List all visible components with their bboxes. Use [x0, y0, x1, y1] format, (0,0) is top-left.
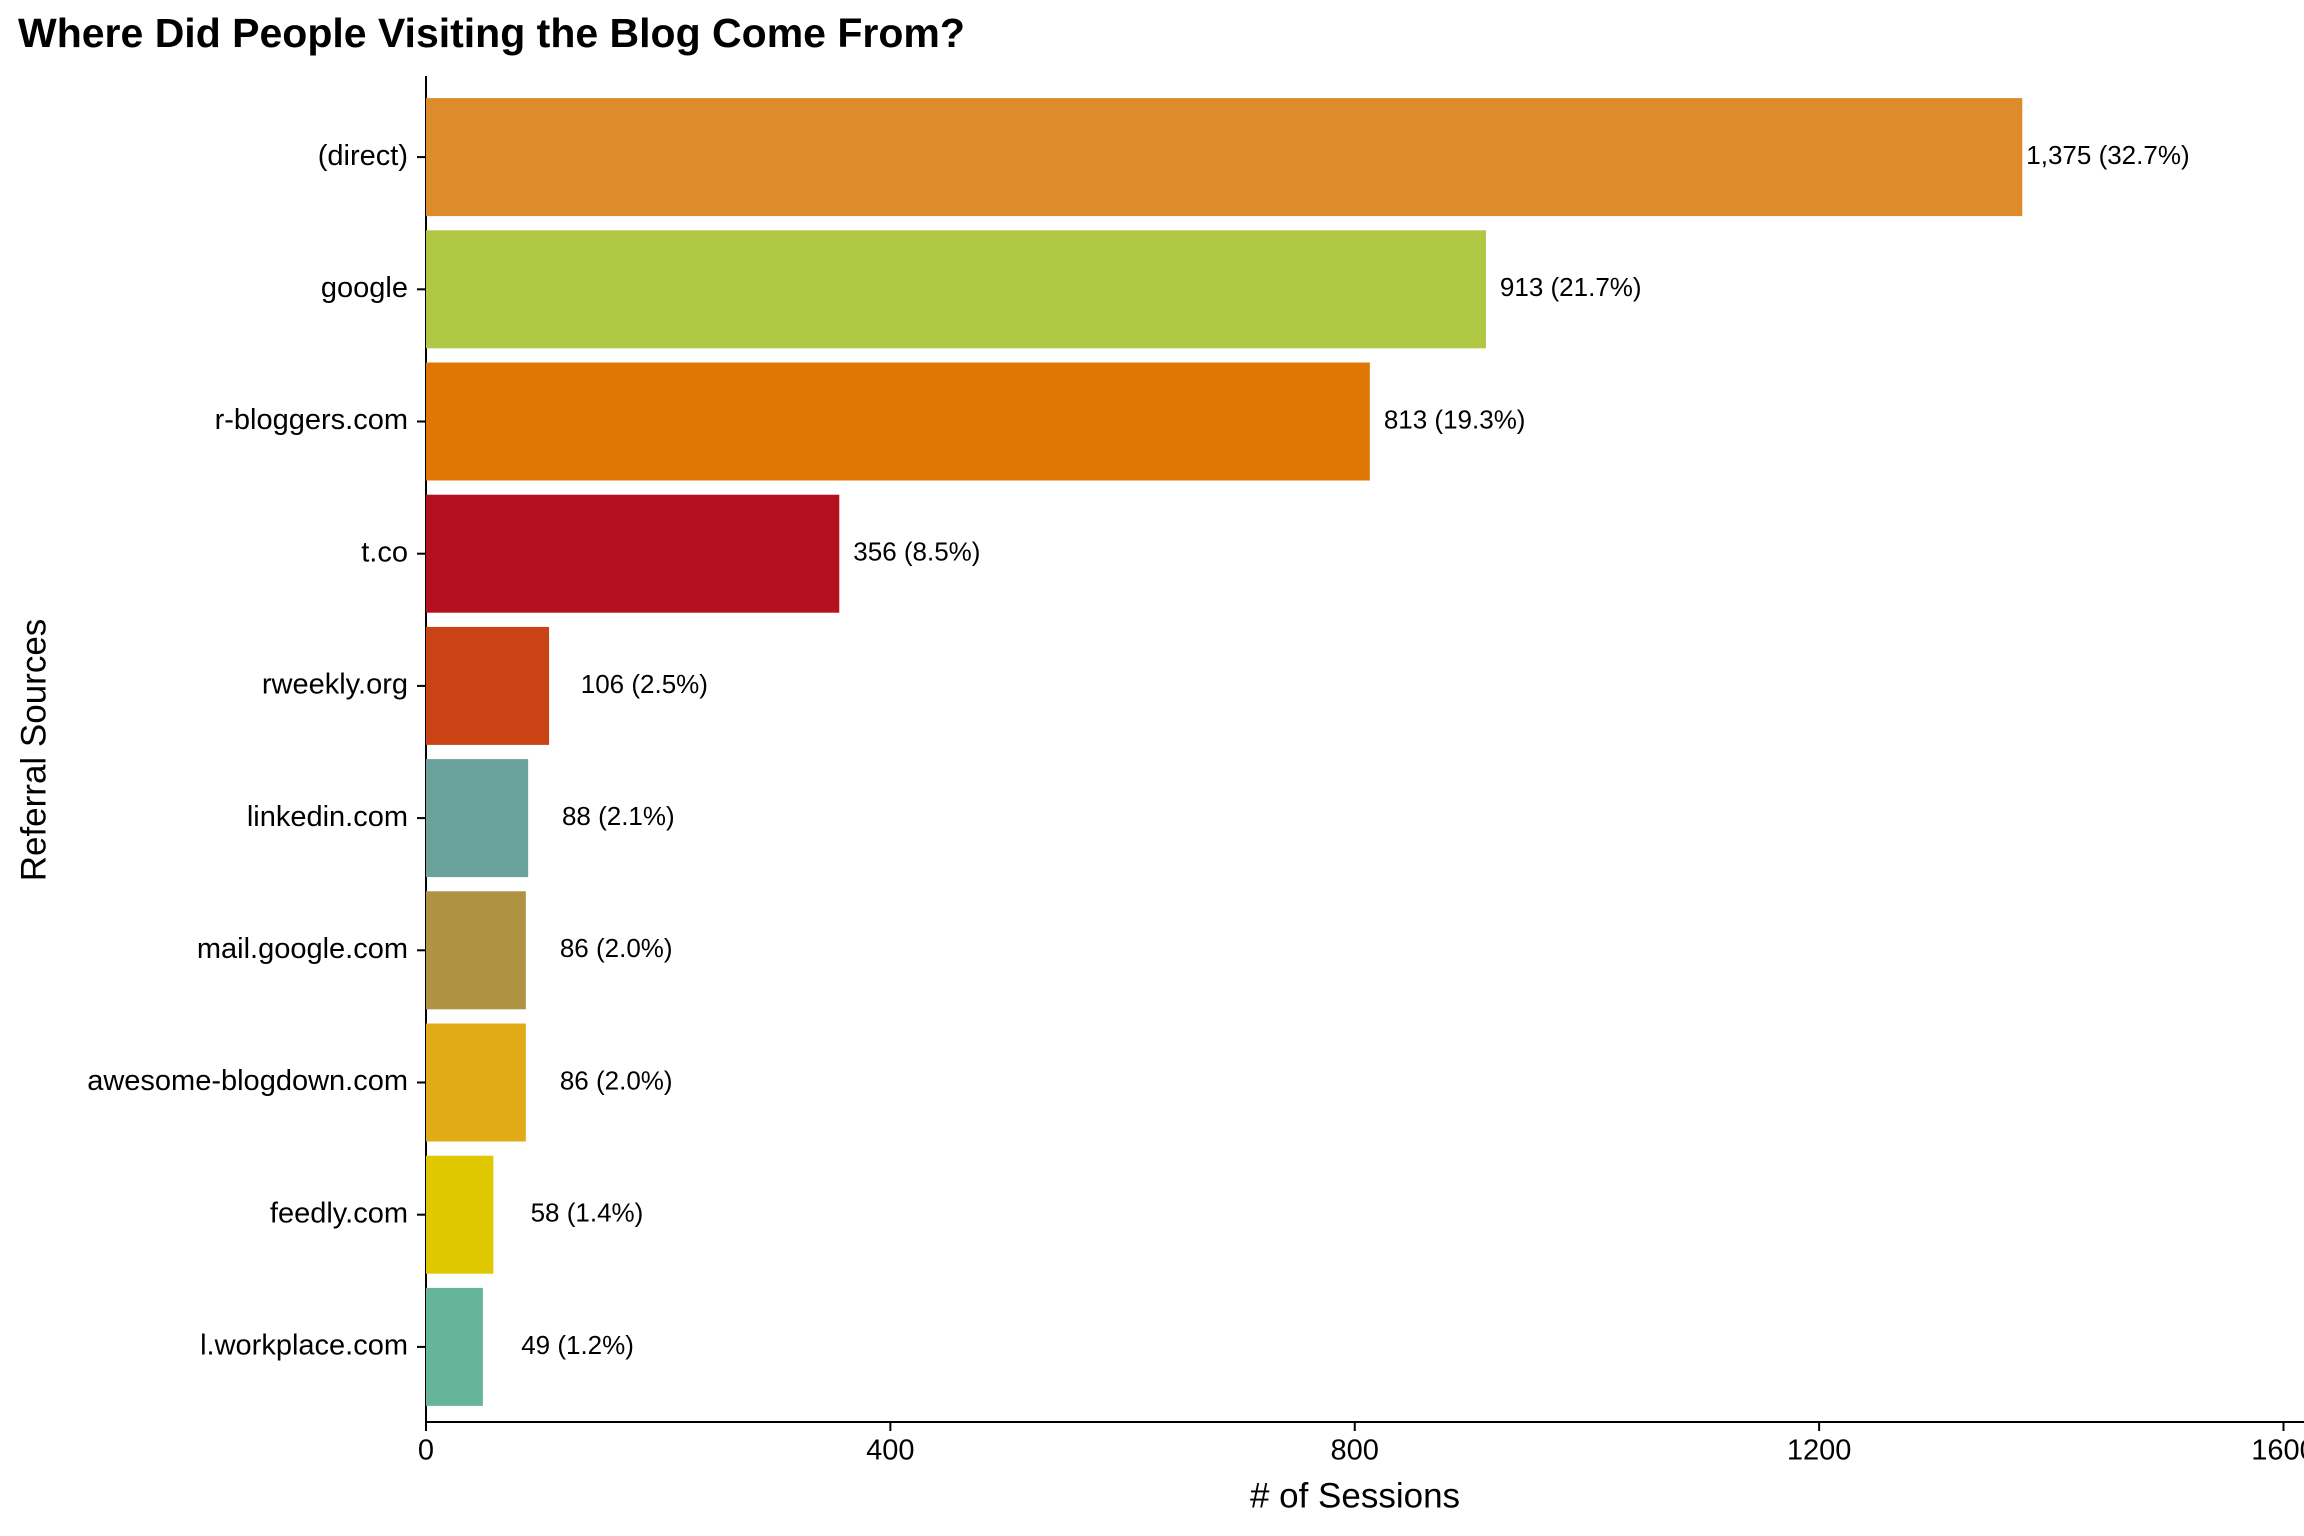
bar	[426, 759, 529, 878]
bar	[426, 626, 550, 745]
value-label: 813 (19.3%)	[1384, 404, 1526, 434]
x-tick-label: 400	[866, 1435, 914, 1467]
y-tick-label: l.workplace.com	[200, 1330, 408, 1362]
value-label: 356 (8.5%)	[853, 537, 980, 567]
value-label: 58 (1.4%)	[531, 1198, 644, 1228]
bar	[426, 98, 2023, 217]
y-tick-label: linkedin.com	[247, 801, 408, 833]
y-tick-label: (direct)	[318, 140, 408, 172]
y-tick-label: mail.google.com	[197, 933, 408, 965]
y-axis-title: Referral Sources	[14, 619, 53, 882]
chart-title: Where Did People Visiting the Blog Come …	[18, 10, 965, 56]
value-label: 49 (1.2%)	[521, 1330, 634, 1360]
x-tick-label: 1600	[2251, 1435, 2304, 1467]
value-label: 1,375 (32.7%)	[2026, 140, 2189, 170]
bar	[426, 891, 526, 1010]
x-tick-label: 800	[1331, 1435, 1379, 1467]
value-label: 913 (21.7%)	[1500, 272, 1642, 302]
value-label: 106 (2.5%)	[581, 669, 708, 699]
y-tick-label: google	[321, 272, 408, 304]
bar	[426, 1155, 494, 1274]
y-tick-label: rweekly.org	[262, 669, 408, 701]
value-label: 86 (2.0%)	[560, 1065, 673, 1095]
y-tick-label: awesome-blogdown.com	[87, 1065, 408, 1097]
y-tick-label: t.co	[361, 536, 408, 568]
x-tick-label: 0	[418, 1435, 434, 1467]
bar	[426, 230, 1486, 349]
bar	[426, 494, 840, 613]
x-tick-label: 1200	[1787, 1435, 1852, 1467]
value-label: 86 (2.0%)	[560, 933, 673, 963]
bar	[426, 1287, 483, 1406]
value-label: 88 (2.1%)	[562, 801, 675, 831]
bar	[426, 1023, 526, 1142]
y-tick-label: feedly.com	[270, 1197, 408, 1229]
y-tick-label: r-bloggers.com	[215, 404, 408, 436]
bar	[426, 362, 1370, 481]
x-axis-title: # of Sessions	[1250, 1476, 1460, 1515]
